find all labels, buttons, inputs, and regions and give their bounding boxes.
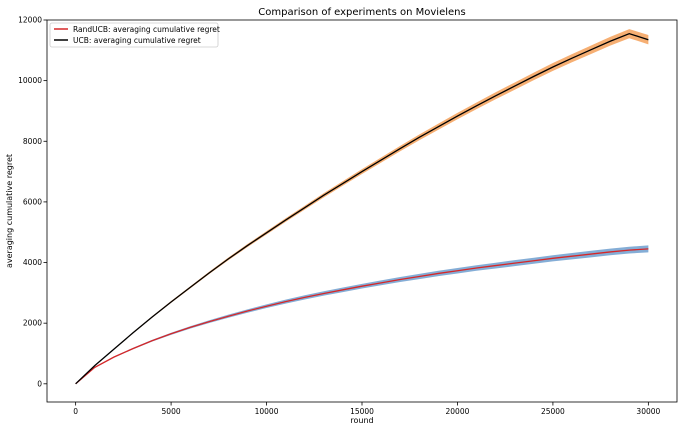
x-tick-label: 5000 — [162, 407, 181, 416]
x-axis: 0 5000 10000 15000 20000 25000 30000 — [73, 402, 661, 416]
x-tick-label: 0 — [73, 407, 78, 416]
y-tick-label: 6000 — [23, 197, 42, 206]
y-tick-label: 12000 — [18, 16, 42, 25]
x-axis-label: round — [350, 416, 373, 425]
legend-label-randucb: RandUCB: averaging cumulative regret — [73, 25, 220, 34]
series-line-1 — [75, 32, 649, 385]
y-tick-label: 0 — [37, 379, 42, 388]
series-lines — [75, 32, 649, 385]
y-axis-label: averaging cumulative regret — [5, 154, 14, 268]
x-tick-label: 20000 — [446, 407, 470, 416]
legend-box — [49, 22, 219, 48]
y-tick-label: 4000 — [23, 258, 42, 267]
x-tick-label: 15000 — [350, 407, 374, 416]
chart-title: Comparison of experiments on Movielens — [258, 7, 465, 18]
x-tick-label: 10000 — [255, 407, 279, 416]
x-tick-label: 25000 — [541, 407, 565, 416]
y-axis: 0 2000 4000 6000 8000 10000 12000 — [18, 16, 47, 388]
x-tick-label: 30000 — [636, 407, 660, 416]
y-tick-label: 2000 — [23, 319, 42, 328]
y-tick-label: 8000 — [23, 137, 42, 146]
y-tick-label: 10000 — [18, 76, 42, 85]
legend: RandUCB: averaging cumulative regret UCB… — [49, 22, 220, 48]
legend-label-ucb: UCB: averaging cumulative regret — [73, 36, 201, 45]
series-line-0 — [75, 248, 649, 385]
